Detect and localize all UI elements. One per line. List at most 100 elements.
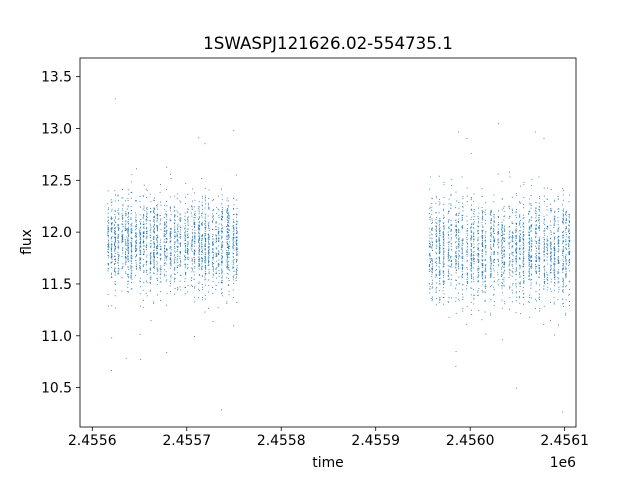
data-point: [212, 321, 214, 322]
data-point: [187, 291, 189, 293]
data-point: [470, 265, 472, 267]
data-point: [194, 217, 196, 219]
data-point: [149, 255, 151, 256]
data-point: [451, 263, 453, 265]
data-point: [153, 219, 155, 220]
data-point: [130, 232, 132, 234]
data-point: [110, 223, 112, 225]
data-point: [170, 264, 172, 266]
data-point: [562, 188, 564, 190]
data-point: [187, 253, 189, 255]
data-point: [235, 274, 237, 275]
data-point: [108, 256, 109, 258]
data-point: [208, 223, 210, 225]
data-point: [127, 217, 129, 218]
data-point: [118, 258, 119, 259]
data-point: [185, 182, 187, 184]
data-point: [208, 208, 210, 210]
data-point: [528, 234, 530, 236]
data-point: [146, 233, 148, 235]
data-point: [232, 248, 234, 249]
data-point: [212, 210, 214, 212]
data-point: [455, 287, 457, 289]
data-point: [194, 336, 195, 337]
data-point: [165, 257, 167, 259]
data-point: [558, 261, 560, 263]
data-point: [477, 291, 479, 293]
data-point: [515, 230, 517, 232]
data-point: [466, 279, 468, 281]
data-point: [121, 249, 123, 251]
data-point: [202, 296, 203, 298]
data-point: [218, 251, 220, 253]
data-point: [462, 310, 464, 312]
data-point: [208, 251, 210, 253]
data-point: [511, 247, 513, 249]
data-point: [515, 222, 517, 224]
data-point: [501, 209, 503, 211]
data-point: [130, 218, 132, 220]
data-point: [184, 278, 186, 280]
data-point: [184, 235, 186, 236]
data-point: [143, 184, 145, 186]
data-point: [458, 202, 460, 203]
data-point: [466, 324, 468, 326]
data-point: [150, 201, 152, 203]
data-point: [448, 210, 450, 212]
data-point: [477, 230, 479, 232]
data-point: [568, 293, 570, 295]
data-point: [125, 210, 127, 212]
data-point: [458, 242, 460, 244]
data-point: [462, 225, 464, 227]
data-point: [461, 220, 463, 221]
data-point: [501, 224, 503, 226]
data-point: [539, 198, 541, 200]
data-point: [218, 264, 220, 266]
data-point: [568, 237, 570, 239]
data-point: [557, 240, 559, 242]
data-point: [501, 228, 503, 230]
data-point: [150, 263, 152, 265]
data-point: [470, 153, 472, 154]
data-point: [547, 279, 549, 281]
data-point: [557, 271, 559, 273]
data-point: [485, 254, 487, 256]
data-point: [166, 255, 168, 257]
data-point: [461, 276, 463, 278]
data-point: [562, 239, 564, 241]
data-point: [456, 200, 457, 202]
data-point: [111, 337, 113, 339]
data-point: [111, 231, 113, 233]
data-point: [546, 205, 548, 207]
data-point: [216, 272, 218, 274]
data-point: [431, 267, 433, 269]
data-point: [164, 273, 165, 275]
data-point: [549, 264, 551, 266]
data-point: [143, 233, 145, 234]
data-point: [429, 218, 431, 220]
data-point: [149, 223, 151, 225]
data-point: [493, 233, 495, 235]
data-point: [191, 247, 193, 249]
data-point: [485, 286, 487, 288]
data-point: [462, 257, 464, 259]
data-point: [221, 218, 222, 220]
data-point: [208, 243, 210, 244]
data-point: [130, 274, 132, 276]
data-point: [554, 275, 556, 277]
data-point: [458, 237, 460, 239]
data-point: [226, 263, 228, 265]
data-point: [194, 250, 196, 252]
data-point: [431, 209, 433, 211]
data-point: [212, 234, 214, 236]
data-point: [530, 226, 532, 227]
data-point: [523, 238, 525, 240]
data-point: [509, 231, 511, 233]
data-point: [553, 255, 555, 257]
data-point: [490, 260, 492, 262]
data-point: [117, 224, 119, 226]
data-point: [431, 223, 433, 225]
data-point: [212, 199, 214, 201]
data-point: [531, 264, 532, 266]
data-point: [504, 229, 505, 231]
